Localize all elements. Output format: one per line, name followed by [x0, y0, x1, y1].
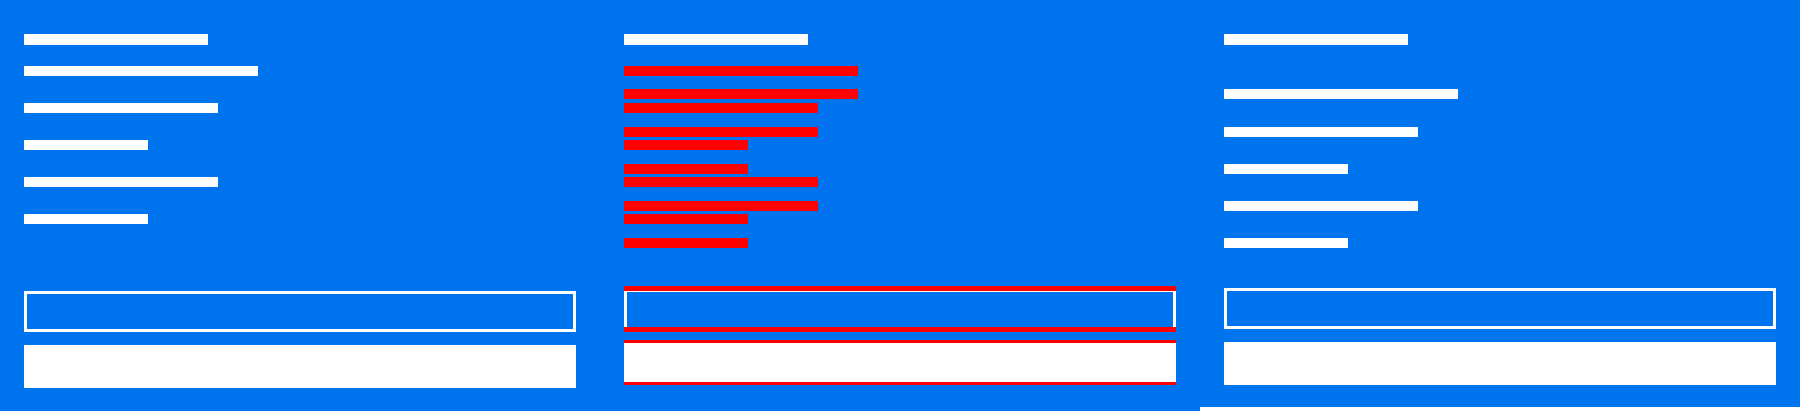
highlight-border-top — [624, 286, 1176, 291]
highlight-line — [624, 238, 748, 248]
text-line-placeholder — [24, 177, 218, 187]
input-placeholder[interactable] — [624, 289, 1176, 330]
highlight-line — [624, 201, 818, 211]
highlight-line — [624, 140, 748, 150]
highlight-line — [624, 66, 858, 76]
highlight-border-bottom — [624, 327, 1176, 332]
highlight-line — [624, 127, 818, 137]
text-line-placeholder — [24, 140, 148, 150]
button-placeholder[interactable] — [1224, 342, 1776, 385]
text-line-placeholder — [24, 66, 258, 76]
input-placeholder[interactable] — [24, 291, 576, 332]
right-panel — [1200, 0, 1800, 411]
title-placeholder — [1224, 34, 1408, 45]
text-line-placeholder — [1224, 164, 1348, 174]
highlight-border-top — [624, 340, 1176, 343]
text-line-placeholder — [24, 103, 218, 113]
highlight-border-bottom — [624, 382, 1176, 385]
text-line-placeholder — [1224, 127, 1418, 137]
bottom-edge-strip — [1200, 407, 1800, 411]
highlight-line — [624, 177, 818, 187]
text-line-placeholder — [24, 214, 148, 224]
text-line-placeholder — [1224, 201, 1418, 211]
left-panel — [0, 0, 600, 411]
text-line-placeholder — [1224, 238, 1348, 248]
highlight-line — [624, 214, 748, 224]
title-placeholder — [624, 34, 808, 45]
highlight-line — [624, 103, 818, 113]
text-line-placeholder — [1224, 89, 1458, 99]
button-placeholder[interactable] — [624, 342, 1176, 383]
highlight-line — [624, 164, 748, 174]
middle-panel — [600, 0, 1200, 411]
highlight-line — [624, 89, 858, 99]
button-placeholder[interactable] — [24, 345, 576, 388]
title-placeholder — [24, 34, 208, 45]
input-placeholder[interactable] — [1224, 288, 1776, 329]
